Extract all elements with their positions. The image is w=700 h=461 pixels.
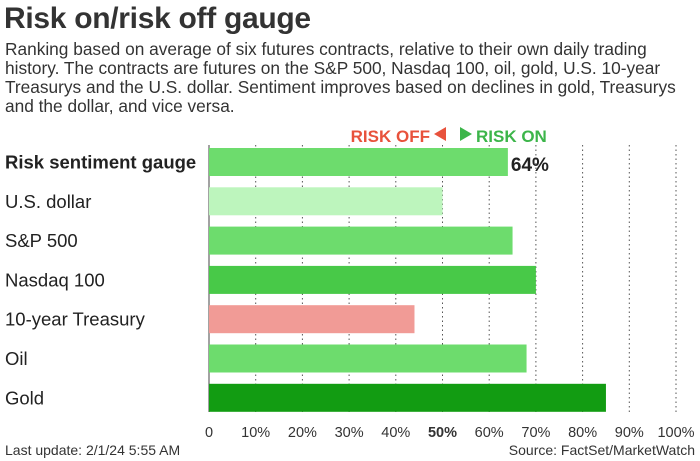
bar	[209, 344, 527, 373]
bar	[209, 148, 508, 176]
risk-off-label: RISK OFF	[351, 127, 430, 146]
x-tick-label: 10%	[241, 425, 270, 441]
x-tick-labels: 0 10% 20% 30% 40% 50% 60% 70% 80% 90% 100%	[205, 425, 695, 441]
category-label: Risk sentiment gauge	[5, 152, 196, 173]
risk-on-arrow-icon	[460, 127, 472, 141]
category-label: S&P 500	[5, 230, 78, 251]
category-label: Nasdaq 100	[5, 269, 105, 290]
bar	[209, 383, 606, 412]
bars	[209, 148, 606, 412]
category-label: U.S. dollar	[5, 191, 91, 212]
category-labels: Risk sentiment gauge 64% U.S. dollar S&P 50…	[5, 152, 549, 409]
category-label: Gold	[5, 387, 44, 408]
x-tick-label: 100%	[657, 425, 694, 441]
category-label: Oil	[5, 348, 28, 369]
source-note: Source: FactSet/MarketWatch	[508, 442, 695, 458]
x-tick-label: 0	[205, 425, 213, 441]
category-label: 10-year Treasury	[5, 309, 146, 330]
x-tick-label: 40%	[381, 425, 410, 441]
x-tick-label: 90%	[615, 425, 644, 441]
risk-legend: RISK OFF RISK ON	[351, 127, 547, 146]
chart-title: Risk on/risk off gauge	[4, 2, 311, 35]
x-tick-label: 70%	[521, 425, 550, 441]
bar	[209, 265, 536, 294]
risk-on-label: RISK ON	[476, 127, 547, 146]
x-tick-label: 60%	[475, 425, 504, 441]
bar	[209, 187, 443, 216]
data-label: 64%	[511, 155, 549, 176]
bar	[209, 226, 513, 255]
bar	[209, 305, 415, 334]
last-update: Last update: 2/1/24 5:55 AM	[5, 442, 181, 458]
x-tick-label: 80%	[568, 425, 597, 441]
x-tick-label: 20%	[288, 425, 317, 441]
x-tick-label: 50%	[428, 425, 457, 441]
chart-subtitle: Ranking based on average of six futures …	[5, 39, 676, 116]
risk-off-arrow-icon	[434, 127, 446, 141]
x-tick-label: 30%	[335, 425, 364, 441]
